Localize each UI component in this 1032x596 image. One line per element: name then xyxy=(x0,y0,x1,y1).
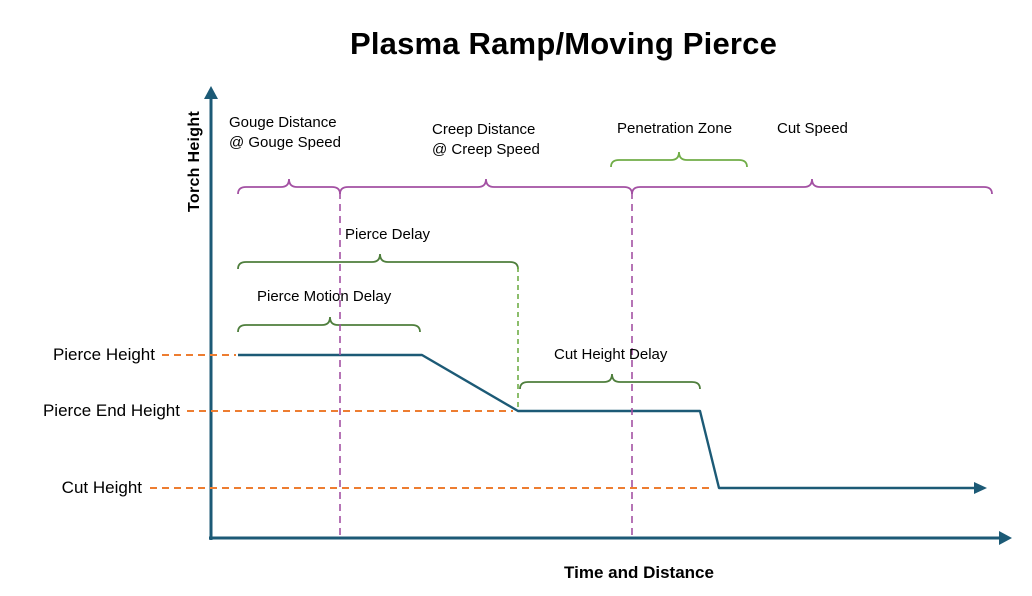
cut-height-delay-label: Cut Height Delay xyxy=(554,346,668,363)
pierce-motion-delay-label: Pierce Motion Delay xyxy=(257,288,392,305)
pierce-delay-label: Pierce Delay xyxy=(345,226,431,243)
cut-height-delay-brace xyxy=(519,373,701,390)
cut-height-label: Cut Height xyxy=(61,478,142,497)
y-axis-label: Torch Height xyxy=(186,110,203,212)
y-axis-arrow-icon xyxy=(204,86,218,99)
cut-speed-zone-brace xyxy=(631,178,993,195)
x-axis-label: Time and Distance xyxy=(564,563,714,582)
pierce-delay-brace xyxy=(237,253,519,270)
x-axis-arrow-icon xyxy=(999,531,1012,545)
curve-arrow-icon xyxy=(974,482,987,494)
pierce-height-label: Pierce Height xyxy=(52,345,155,364)
diagram-title: Plasma Ramp/Moving Pierce xyxy=(349,26,778,61)
penetration-zone-brace xyxy=(610,151,748,168)
creep-zone-brace xyxy=(339,178,633,195)
torch-height-curve xyxy=(238,353,975,490)
gouge-zone-label: Gouge Distance @ Gouge Speed xyxy=(229,114,341,151)
penetration-zone-label: Penetration Zone xyxy=(617,120,733,137)
cut-speed-label: Cut Speed xyxy=(777,120,848,137)
pierce-motion-delay-brace xyxy=(237,316,421,333)
pierce-end-height-label: Pierce End Height xyxy=(42,401,180,420)
gouge-zone-brace xyxy=(237,178,341,195)
creep-zone-label: Creep Distance @ Creep Speed xyxy=(432,121,540,158)
